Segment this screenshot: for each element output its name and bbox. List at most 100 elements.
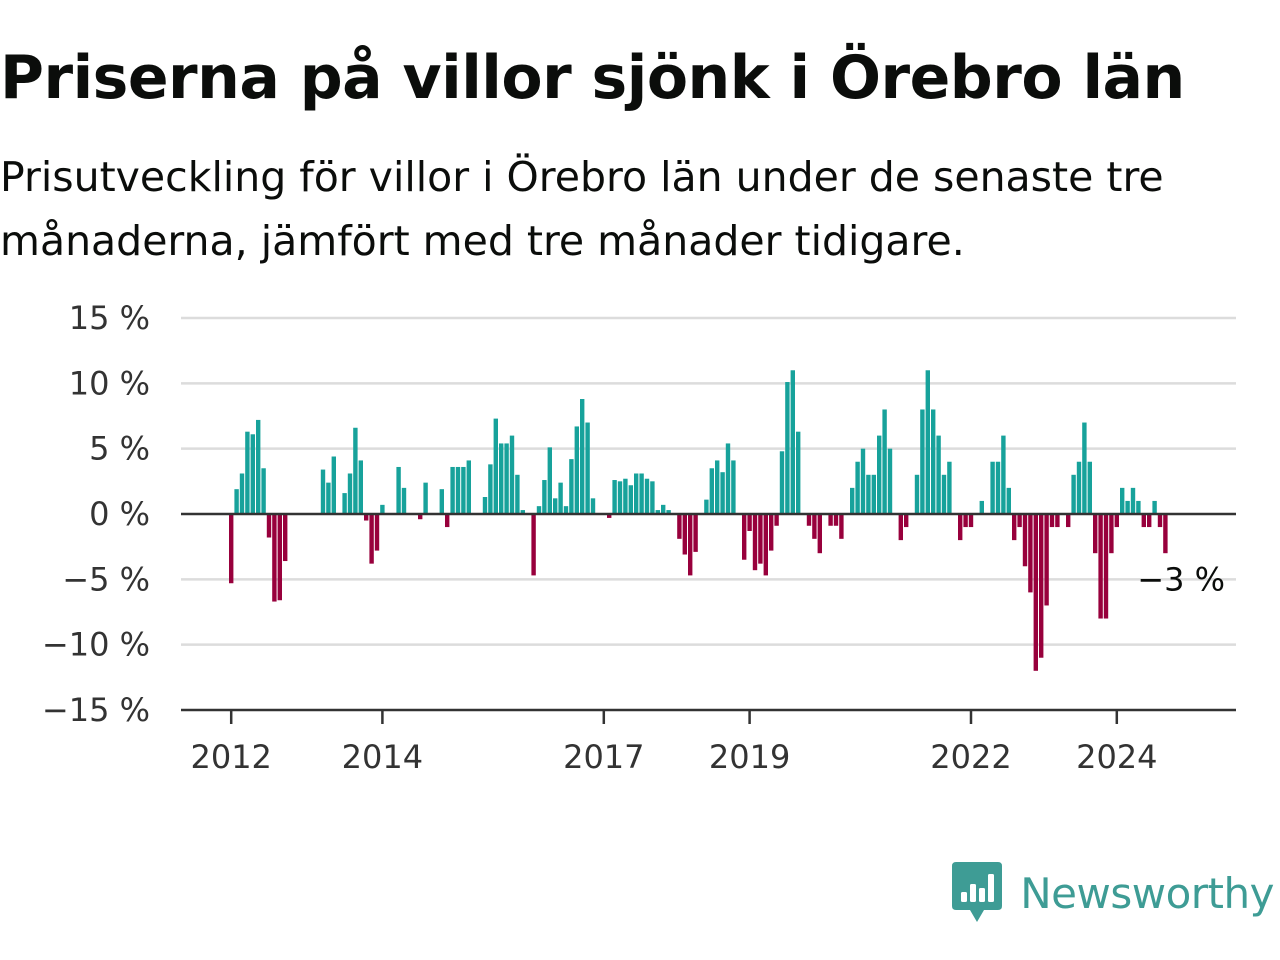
bar	[850, 487, 855, 514]
bar	[920, 409, 925, 514]
bar	[563, 506, 569, 514]
bar	[347, 473, 353, 514]
bar	[866, 474, 871, 514]
bar	[1130, 487, 1136, 514]
bar	[682, 514, 687, 555]
bar	[1017, 514, 1022, 528]
bar	[499, 443, 504, 514]
bar	[1076, 461, 1082, 514]
bar	[418, 514, 423, 520]
bar	[1114, 514, 1119, 528]
bar	[936, 435, 941, 514]
bar	[331, 456, 336, 514]
bar	[817, 514, 822, 554]
bar	[272, 514, 277, 602]
bar	[320, 469, 326, 514]
bar	[655, 510, 660, 514]
bar	[666, 510, 671, 514]
bar	[493, 418, 498, 514]
bar	[277, 514, 282, 601]
bar	[628, 485, 633, 514]
bar	[763, 514, 768, 576]
x-tick-label: 2024	[1076, 738, 1157, 776]
bar	[1125, 500, 1130, 514]
bar	[261, 468, 266, 514]
bar	[482, 497, 488, 514]
bar	[536, 506, 542, 514]
bar	[839, 514, 844, 539]
bar	[1163, 514, 1168, 554]
bar	[1109, 514, 1114, 554]
bar	[607, 514, 612, 518]
bar	[925, 370, 930, 514]
bar	[650, 481, 655, 514]
bar	[617, 481, 623, 514]
bar	[720, 472, 725, 514]
bar	[898, 514, 903, 541]
bar	[396, 466, 401, 514]
y-tick-label: −15 %	[42, 691, 150, 729]
y-tick-label: 10 %	[69, 364, 150, 402]
bar	[774, 514, 779, 526]
bar-chart-speech-bubble-icon	[952, 862, 1003, 922]
y-tick-label: −10 %	[42, 626, 150, 664]
bar	[256, 419, 261, 514]
bar	[445, 514, 450, 528]
bar	[1087, 461, 1092, 514]
bar	[688, 514, 693, 576]
bar	[1066, 514, 1071, 528]
bar	[725, 443, 731, 514]
bar	[580, 399, 585, 514]
bar	[1141, 514, 1146, 528]
x-tick-label: 2022	[930, 738, 1011, 776]
bar	[585, 422, 590, 514]
y-tick-label: 0 %	[89, 495, 150, 533]
bar	[963, 514, 968, 528]
bar	[342, 493, 347, 514]
bar	[1071, 474, 1076, 514]
bar	[731, 460, 736, 514]
bar	[742, 514, 747, 560]
bar	[574, 426, 579, 514]
bar	[779, 451, 785, 514]
bar	[833, 514, 839, 526]
bar	[1012, 514, 1017, 541]
x-tick-label: 2012	[190, 738, 271, 776]
bar	[1006, 487, 1011, 514]
bar	[1082, 422, 1087, 514]
bar	[547, 447, 552, 514]
bar	[752, 514, 758, 571]
axes	[181, 512, 1236, 724]
bar	[860, 448, 866, 514]
bar	[401, 487, 407, 514]
bar	[558, 482, 563, 514]
chart-title: Priserna på villor sjönk i Örebro län	[0, 43, 1185, 113]
bar	[1033, 514, 1038, 671]
bar	[1001, 435, 1006, 514]
bar	[931, 409, 936, 514]
bar	[882, 409, 887, 514]
bar	[234, 489, 239, 514]
axis-labels: 15 % 10 % 5 % 0 % −5 % −10 % −15 % 2012 2014 2017…	[42, 299, 1225, 776]
bar	[245, 431, 250, 514]
bar	[806, 514, 812, 526]
bar	[1028, 514, 1033, 593]
bar	[612, 480, 617, 514]
y-tick-label: 5 %	[89, 430, 150, 468]
bar	[326, 482, 331, 514]
bar	[639, 473, 644, 514]
y-tick-label: 15 %	[69, 299, 150, 337]
bar	[364, 514, 369, 521]
bar	[504, 443, 509, 514]
bar	[553, 498, 558, 514]
bar	[877, 435, 882, 514]
bar	[1022, 514, 1028, 567]
bar	[715, 460, 720, 514]
bar	[904, 514, 909, 528]
bar	[380, 504, 385, 514]
x-tick-label: 2019	[709, 738, 790, 776]
bar	[239, 473, 245, 514]
bar	[677, 514, 682, 539]
bar	[439, 489, 444, 514]
y-tick-label: −5 %	[62, 560, 150, 598]
